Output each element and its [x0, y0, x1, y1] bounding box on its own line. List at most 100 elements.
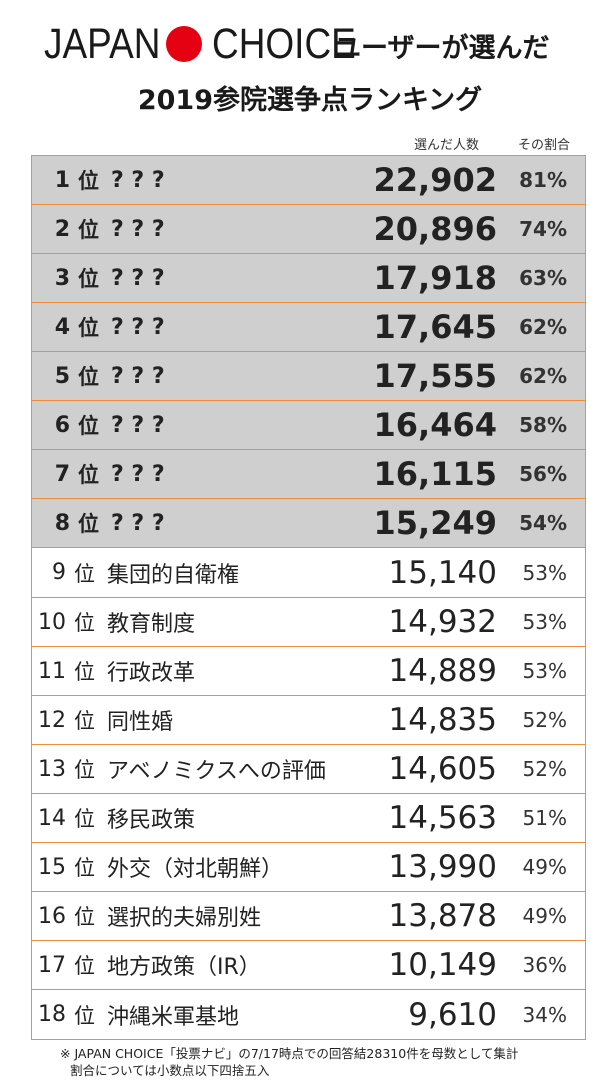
rank-suffix: 位: [74, 561, 95, 586]
issue-label: 沖縄米軍基地: [107, 1004, 240, 1030]
ranking-table: 1 位? ? ? 22,902 81% 2 位? ? ? 20,896 74% 3 位? ? ? 1…: [31, 155, 586, 1040]
issue-label: ? ? ?: [111, 363, 165, 389]
rank-number: 9: [52, 560, 66, 585]
issue-label: 行政改革: [107, 661, 196, 686]
rank-number: 3: [54, 265, 70, 291]
issue-label: ? ? ?: [111, 314, 165, 340]
table-row: 12 位同性婚 14,835 52%: [32, 696, 585, 745]
count-cell: 13,990: [388, 849, 497, 885]
count-cell: 14,563: [388, 800, 497, 836]
rank-number: 10: [38, 609, 66, 635]
table-row: 9 位集団的自衛権 15,140 53%: [32, 548, 585, 598]
count-cell: 17,645: [373, 308, 497, 346]
rank-number: 17: [38, 952, 66, 978]
rank-cell: 4 位 ? ? ?: [40, 303, 165, 351]
rank-number: 8: [54, 510, 70, 536]
issue-label: ? ? ?: [111, 412, 165, 438]
rank-number: 1: [54, 167, 70, 193]
ratio-cell: 52%: [522, 757, 567, 781]
brand-left: JAPAN: [44, 19, 161, 68]
rising-sun-icon: [166, 26, 202, 62]
rank-cell: 11 位行政改革: [36, 647, 195, 695]
rank-suffix: 位: [74, 954, 95, 978]
rank-cell: 1 位 ? ? ?: [40, 156, 165, 204]
rank-number: 2: [54, 216, 70, 242]
rank-cell: 5 位 ? ? ?: [40, 352, 165, 400]
issue-label: ? ? ?: [111, 461, 165, 487]
rank-number: 14: [38, 805, 66, 831]
footnote-line-2: 割合については小数点以下四捨五入: [70, 1063, 270, 1078]
rank-number: 6: [54, 412, 70, 438]
issue-label: ? ? ?: [111, 216, 165, 242]
page-title: 2019参院選争点ランキング: [137, 85, 483, 116]
ratio-cell: 51%: [522, 806, 567, 830]
table-row: 8 位 ? ? ? 15,249 54%: [32, 499, 585, 548]
ratio-cell: 53%: [522, 610, 567, 634]
table-row: 13 位アベノミクスへの評価 14,605 52%: [32, 745, 585, 794]
ratio-cell: 49%: [522, 855, 567, 879]
issue-label: 外交（対北朝鮮）: [107, 857, 284, 882]
rank-suffix: 位: [78, 267, 99, 291]
count-cell: 17,918: [373, 259, 497, 297]
rank-suffix: 位: [78, 218, 99, 242]
rank-cell: 7 位 ? ? ?: [40, 450, 165, 498]
rank-number: 7: [54, 461, 70, 487]
rank-cell: 12 位同性婚: [36, 696, 173, 744]
rank-cell: 3 位 ? ? ?: [40, 254, 165, 302]
column-header-count: 選んだ人数: [414, 138, 480, 153]
ratio-cell: 62%: [519, 315, 567, 339]
rank-cell: 18 位沖縄米軍基地: [36, 990, 239, 1039]
rank-number: 15: [38, 854, 66, 880]
rank-number: 18: [38, 1002, 66, 1027]
rank-suffix: 位: [74, 611, 95, 635]
rank-suffix: 位: [74, 709, 95, 733]
count-cell: 20,896: [373, 210, 497, 248]
rank-number: 11: [38, 658, 66, 684]
rank-cell: 9 位集団的自衛権: [36, 548, 239, 597]
count-cell: 9,610: [408, 996, 497, 1033]
rank-cell: 16 位選択的夫婦別姓: [36, 892, 261, 940]
rank-cell: 8 位 ? ? ?: [40, 499, 165, 547]
table-row: 1 位 ? ? ? 22,902 81%: [32, 156, 585, 205]
ratio-cell: 49%: [522, 904, 567, 928]
issue-label: ? ? ?: [111, 167, 165, 193]
rank-suffix: 位: [74, 660, 95, 684]
rank-suffix: 位: [78, 316, 99, 340]
table-row: 14 位移民政策 14,563 51%: [32, 794, 585, 843]
ratio-cell: 34%: [522, 1002, 567, 1027]
issue-label: 集団的自衛権: [107, 562, 240, 588]
footnote: ※ JAPAN CHOICE「投票ナビ」の7/17時点での回答結28310件を母…: [60, 1045, 518, 1079]
count-cell: 17,555: [373, 357, 497, 395]
tagline: ユーザーが選んだ: [334, 33, 550, 64]
issue-label: 移民政策: [107, 808, 196, 833]
table-row: 3 位 ? ? ? 17,918 63%: [32, 254, 585, 303]
ratio-cell: 81%: [519, 168, 567, 192]
issue-label: 地方政策（IR）: [107, 955, 261, 980]
rank-cell: 10 位教育制度: [36, 598, 195, 646]
rank-suffix: 位: [78, 414, 99, 438]
rank-cell: 14 位移民政策: [36, 794, 195, 842]
table-row: 16 位選択的夫婦別姓 13,878 49%: [32, 892, 585, 941]
ratio-cell: 53%: [522, 659, 567, 683]
ratio-cell: 63%: [519, 266, 567, 290]
issue-label: 同性婚: [107, 710, 174, 735]
count-cell: 10,149: [388, 947, 497, 983]
ratio-cell: 62%: [519, 364, 567, 388]
table-row: 15 位外交（対北朝鮮） 13,990 49%: [32, 843, 585, 892]
count-cell: 16,464: [373, 406, 497, 444]
ratio-cell: 36%: [522, 953, 567, 977]
table-row: 10 位教育制度 14,932 53%: [32, 598, 585, 647]
rank-suffix: 位: [78, 512, 99, 536]
table-row: 5 位 ? ? ? 17,555 62%: [32, 352, 585, 401]
rank-suffix: 位: [78, 463, 99, 487]
count-cell: 14,835: [388, 702, 497, 738]
rank-suffix: 位: [78, 365, 99, 389]
count-cell: 14,932: [388, 604, 497, 640]
rank-cell: 17 位地方政策（IR）: [36, 941, 261, 989]
count-cell: 15,249: [373, 504, 497, 542]
count-cell: 14,889: [388, 653, 497, 689]
ratio-cell: 53%: [522, 560, 567, 585]
issue-label: 選択的夫婦別姓: [107, 906, 262, 931]
count-cell: 22,902: [373, 161, 497, 199]
count-cell: 15,140: [388, 554, 497, 591]
